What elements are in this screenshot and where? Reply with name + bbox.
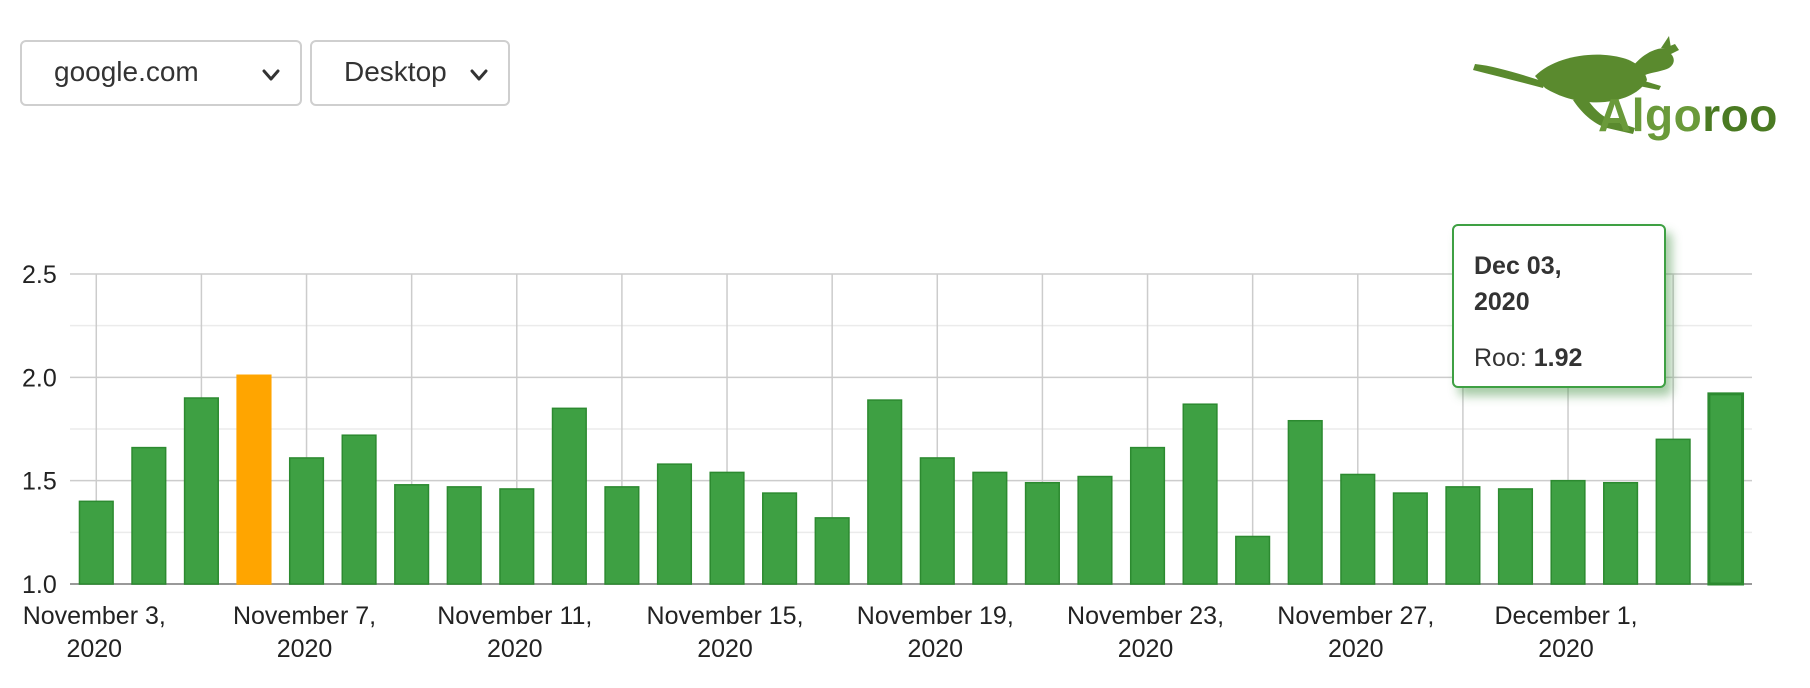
bar[interactable]	[1129, 446, 1166, 585]
bar[interactable]	[972, 471, 1008, 585]
bar[interactable]	[1024, 481, 1060, 585]
chevron-down-icon	[262, 69, 280, 81]
chevron-down-icon	[470, 69, 488, 81]
chart-tooltip: Dec 03, 2020 Roo: 1.92	[1452, 224, 1666, 388]
x-tick-label: November 11,	[437, 602, 592, 630]
bar[interactable]	[1077, 475, 1113, 585]
bar[interactable]	[656, 463, 693, 585]
x-tick-label: November 23,	[1067, 602, 1224, 630]
bar[interactable]	[446, 486, 482, 585]
bar[interactable]	[394, 484, 430, 585]
bar[interactable]	[1392, 492, 1428, 585]
tooltip-date: Dec 03, 2020	[1474, 252, 1562, 316]
x-tick-label: November 7,	[233, 602, 376, 630]
bar[interactable]	[604, 486, 640, 585]
y-tick-label: 2.5	[22, 261, 57, 289]
tooltip-value: 1.92	[1533, 344, 1583, 372]
y-axis: 1.0 1.5 2.0 2.5	[22, 261, 57, 599]
x-tick-label-year: 2020	[1538, 635, 1594, 663]
x-axis: November 3, 2020 November 7, 2020 November 1…	[23, 602, 1638, 663]
logo-wordmark: Algoroo	[1598, 88, 1778, 142]
domain-select[interactable]: google.com	[20, 40, 302, 106]
x-tick-label: November 19,	[857, 602, 1014, 630]
x-tick-label: December 1,	[1494, 602, 1637, 630]
x-tick-label-year: 2020	[66, 635, 122, 663]
bar[interactable]	[183, 397, 219, 585]
device-select-value: Desktop	[344, 56, 447, 87]
bar-highlighted[interactable]	[236, 374, 272, 585]
bar[interactable]	[1235, 535, 1271, 585]
logo-text-tail: roo	[1702, 89, 1778, 141]
bar[interactable]	[551, 407, 587, 585]
bar[interactable]	[919, 457, 955, 585]
tooltip-row: Roo: 1.92	[1474, 340, 1644, 376]
domain-select-value: google.com	[54, 56, 199, 87]
tooltip-series-label: Roo:	[1474, 344, 1527, 372]
x-tick-label-year: 2020	[697, 635, 753, 663]
y-tick-label: 1.0	[22, 571, 57, 599]
chart-bars	[78, 374, 1745, 586]
bar[interactable]	[762, 492, 798, 585]
logo-text-main: Algo	[1598, 89, 1703, 141]
bar[interactable]	[1603, 481, 1639, 585]
x-tick-label-year: 2020	[1118, 635, 1174, 663]
y-tick-label: 2.0	[22, 364, 57, 392]
x-tick-label-year: 2020	[907, 635, 963, 663]
bar[interactable]	[1497, 488, 1534, 585]
bar[interactable]	[1287, 419, 1323, 585]
x-tick-label-year: 2020	[1328, 635, 1384, 663]
x-tick-label: November 15,	[647, 602, 804, 630]
bar[interactable]	[499, 488, 535, 585]
x-tick-label: November 3,	[23, 602, 166, 630]
y-tick-label: 1.5	[22, 468, 57, 496]
bar[interactable]	[867, 399, 903, 585]
bar[interactable]	[709, 471, 745, 585]
bar[interactable]	[131, 446, 167, 585]
bar[interactable]	[78, 500, 114, 585]
bar[interactable]	[1340, 473, 1376, 585]
bar[interactable]	[1182, 403, 1218, 585]
bar[interactable]	[1707, 392, 1745, 586]
kangaroo-logo-icon	[1473, 36, 1679, 134]
bar[interactable]	[814, 517, 850, 585]
x-tick-label: November 27,	[1277, 602, 1434, 630]
device-select[interactable]: Desktop	[310, 40, 510, 106]
bar[interactable]	[1655, 438, 1691, 585]
bar[interactable]	[288, 457, 325, 585]
x-tick-label-year: 2020	[487, 635, 543, 663]
bar[interactable]	[1445, 486, 1481, 585]
bar[interactable]	[1550, 479, 1586, 585]
bar[interactable]	[341, 434, 377, 585]
x-tick-label-year: 2020	[277, 635, 333, 663]
